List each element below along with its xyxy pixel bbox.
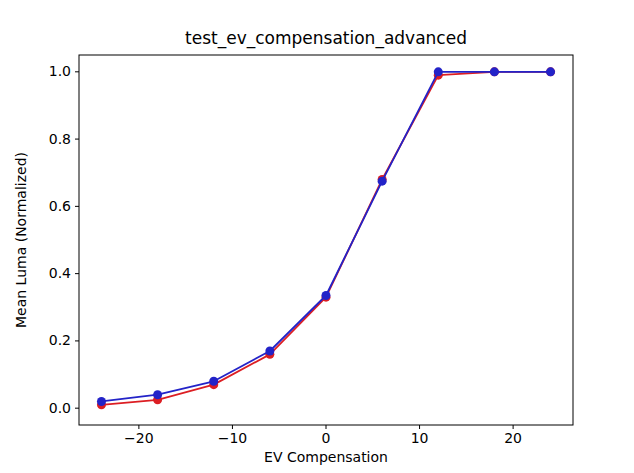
x-tick-label: 20 xyxy=(504,430,522,446)
blue-series-marker xyxy=(322,291,331,300)
blue-series-marker xyxy=(265,347,274,356)
blue-series-marker xyxy=(97,397,106,406)
y-tick-label: 0.0 xyxy=(49,400,71,416)
x-tick-label: −20 xyxy=(124,430,154,446)
x-tick-label: 10 xyxy=(411,430,429,446)
blue-series-marker xyxy=(490,67,499,76)
blue-series-marker xyxy=(378,177,387,186)
figure: test_ev_compensation_advanced Mean Luma … xyxy=(0,0,634,473)
blue-series-marker xyxy=(153,390,162,399)
axes-frame xyxy=(79,55,573,425)
y-tick-label: 0.8 xyxy=(49,131,71,147)
x-tick-label: −10 xyxy=(218,430,248,446)
y-tick-label: 0.2 xyxy=(49,332,71,348)
x-tick-label: 0 xyxy=(322,430,331,446)
y-tick-label: 1.0 xyxy=(49,63,71,79)
y-tick-label: 0.4 xyxy=(49,265,71,281)
blue-series-marker xyxy=(434,67,443,76)
y-tick-label: 0.6 xyxy=(49,198,71,214)
plot-area: −20 −10 0 10 20 0.0 0.2 0.4 0.6 0.8 1.0 xyxy=(0,0,634,473)
blue-series-marker xyxy=(546,67,555,76)
blue-series-marker xyxy=(209,377,218,386)
x-axis-label: EV Compensation xyxy=(79,449,573,466)
